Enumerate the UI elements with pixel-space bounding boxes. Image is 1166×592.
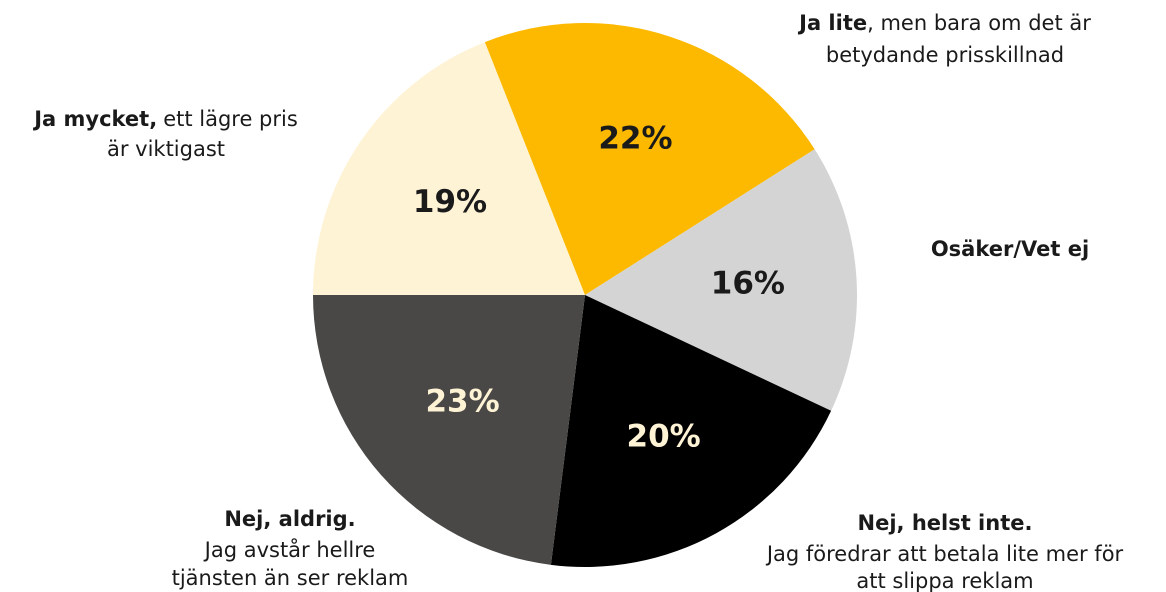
label-text: ett lägre pris (163, 107, 298, 131)
value-label: 23% (425, 383, 499, 419)
pie-slice (484, 23, 815, 296)
pie (313, 23, 857, 567)
slice-label: betydande prisskillnad (826, 43, 1064, 67)
slice-label: Ja mycket, ett lägre pris (32, 107, 298, 131)
label-text: , men bara om det är (867, 11, 1091, 35)
value-label: 16% (711, 265, 785, 301)
slice-label: Nej, helst inte. (858, 511, 1033, 535)
pie-slice (313, 42, 585, 295)
value-label: 19% (413, 184, 487, 220)
pie-slice (313, 295, 585, 565)
value-label: 22% (598, 120, 672, 156)
label-bold: Ja mycket, (32, 107, 157, 131)
slice-label: att slippa reklam (856, 569, 1033, 592)
pie-slice (550, 295, 832, 567)
slice-label: Jag avstår hellre (203, 537, 376, 562)
pie-slice (585, 149, 857, 411)
slice-label: Nej, aldrig. (224, 507, 355, 531)
value-label: 20% (627, 419, 701, 455)
slice-label: Ja lite, men bara om det är (797, 11, 1091, 35)
slice-label: tjänsten än ser reklam (172, 566, 409, 590)
slice-label: Jag föredrar att betala lite mer för (765, 542, 1124, 566)
slice-label: är viktigast (107, 137, 225, 161)
label-bold: Ja lite (797, 11, 867, 35)
slice-label: Osäker/Vet ej (931, 237, 1089, 261)
